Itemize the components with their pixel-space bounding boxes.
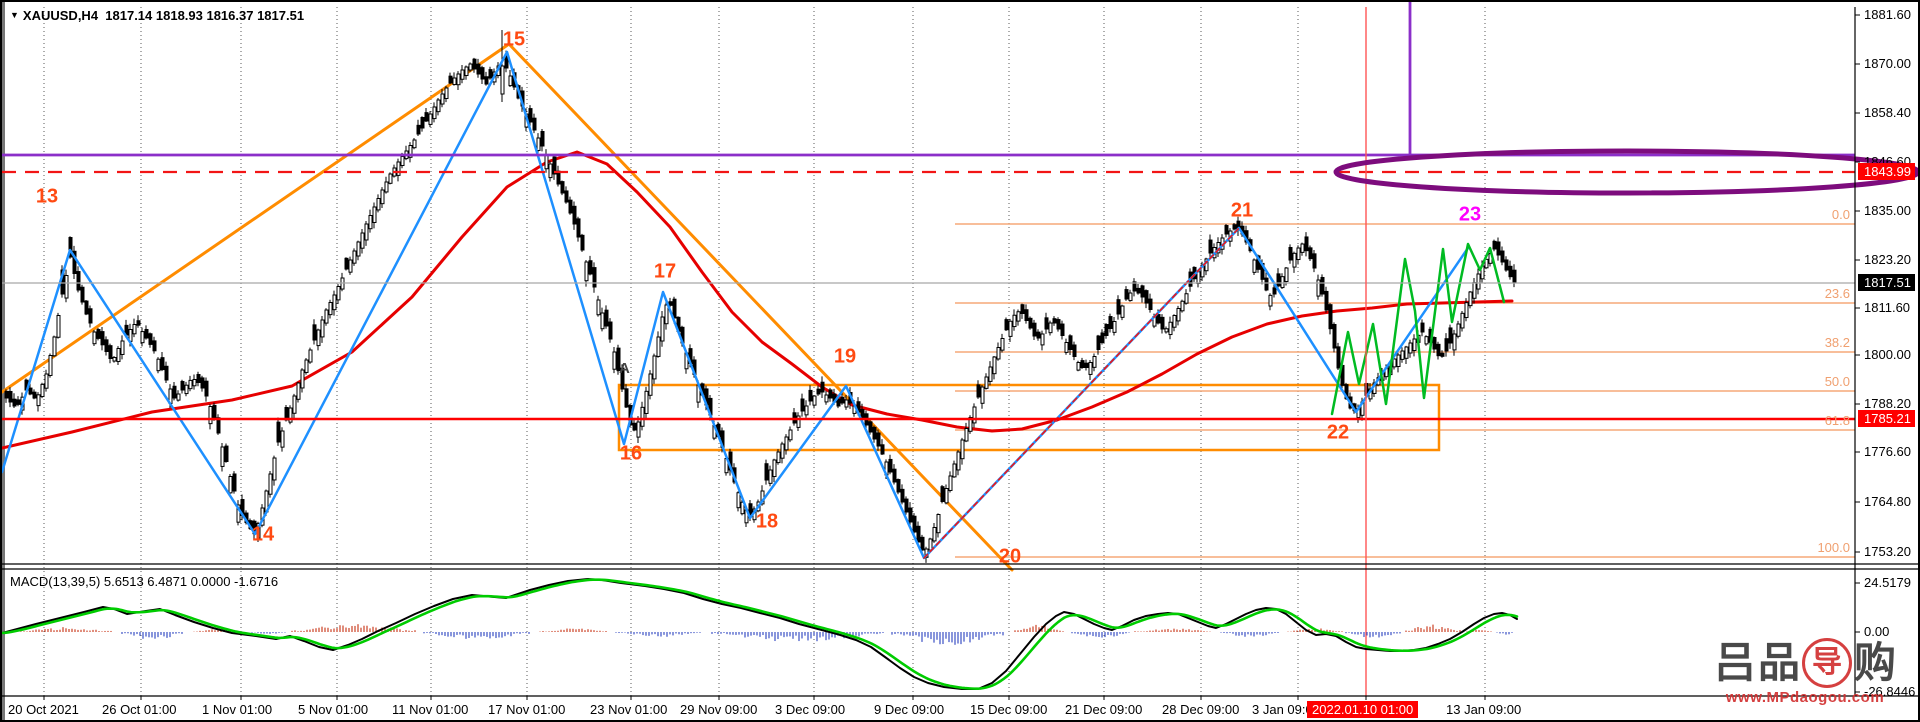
watermark-url: www.MPdaogou.com <box>1725 689 1885 706</box>
wave-label-13: 13 <box>35 185 59 208</box>
fib-level-label: 38.2 <box>1824 335 1850 350</box>
symbol-ohlc-header[interactable]: ▼ XAUUSD,H4 1817.14 1818.93 1816.37 1817.… <box>10 8 304 23</box>
macd-tick-label: -26.8446 <box>1864 684 1916 699</box>
window-left-border <box>2 2 5 720</box>
time-tick-label: 28 Dec 09:00 <box>1162 702 1240 717</box>
price-tick-label: 1881.60 <box>1864 7 1911 22</box>
annotation-label-a: A <box>619 360 630 377</box>
wave-label-17: 17 <box>653 260 677 283</box>
price-tick-label: 1870.00 <box>1864 56 1911 71</box>
time-tick-label: 11 Nov 01:00 <box>392 702 469 717</box>
time-tick-label: 5 Nov 01:00 <box>298 702 369 717</box>
price-tick-label: 1800.00 <box>1864 347 1911 362</box>
watermark-logo: 吕品导购 www.MPdaogou.com <box>1714 638 1896 706</box>
time-tick-label: 15 Dec 09:00 <box>970 702 1048 717</box>
time-tick-label: 17 Nov 01:00 <box>488 702 566 717</box>
wave-label-16: 16 <box>619 442 643 465</box>
wave-label-14: 14 <box>251 523 275 546</box>
price-tick-label: 1823.20 <box>1864 252 1911 267</box>
fib-level-label: 61.8 <box>1824 413 1850 428</box>
wave-label-22: 22 <box>1326 421 1350 444</box>
time-tick-label: 29 Nov 09:00 <box>680 702 758 717</box>
price-tick-label: 1764.80 <box>1864 494 1911 509</box>
wave-label-20: 20 <box>998 545 1022 568</box>
macd-tick-label: 0.00 <box>1864 624 1890 639</box>
time-tick-label: 20 Oct 2021 <box>8 702 79 717</box>
time-tick-label: 23 Nov 01:00 <box>590 702 668 717</box>
wave-label-18: 18 <box>755 510 779 533</box>
watermark-characters: 吕品导购 <box>1714 638 1896 688</box>
highlight-date-tag: 2022.01.10 01:00 <box>1307 701 1419 718</box>
support-price-tag: 1785.21 <box>1858 410 1915 427</box>
chevron-down-icon[interactable]: ▼ <box>10 10 19 20</box>
time-tick-label: 13 Jan 09:00 <box>1446 702 1522 717</box>
time-tick-label: 3 Dec 09:00 <box>775 702 846 717</box>
wave-label-21: 21 <box>1230 199 1254 222</box>
fib-level-label: 23.6 <box>1824 286 1850 301</box>
price-tick-label: 1858.40 <box>1864 105 1911 120</box>
watermark-char: 购 <box>1854 639 1897 686</box>
macd-indicator-label: MACD(13,39,5) 5.6513 6.4871 0.0000 -1.67… <box>10 574 279 589</box>
time-tick-label: 1 Nov 01:00 <box>202 702 273 717</box>
wave-label-23: 23 <box>1458 203 1482 226</box>
price-tick-label: 1753.20 <box>1864 544 1911 559</box>
fib-level-label: 50.0 <box>1824 374 1850 389</box>
fib-level-label: 0.0 <box>1831 207 1850 222</box>
wave-label-15: 15 <box>502 28 526 51</box>
symbol-ohlc-text: XAUUSD,H4 1817.14 1818.93 1816.37 1817.5… <box>22 8 305 23</box>
price-tick-label: 1811.60 <box>1864 300 1911 315</box>
price-tick-label: 1788.20 <box>1864 396 1911 411</box>
wave-label-19: 19 <box>833 345 857 368</box>
time-tick-label: 21 Dec 09:00 <box>1065 702 1143 717</box>
watermark-char: 导 <box>1802 638 1853 688</box>
current-price-tag: 1817.51 <box>1858 274 1915 291</box>
macd-tick-label: 24.5179 <box>1864 575 1911 590</box>
watermark-char: 品 <box>1758 639 1801 686</box>
resistance-price-tag: 1843.99 <box>1858 163 1915 180</box>
fib-level-label: 100.0 <box>1817 540 1850 555</box>
price-tick-label: 1776.60 <box>1864 444 1911 459</box>
watermark-char: 吕 <box>1714 639 1757 686</box>
time-tick-label: 26 Oct 01:00 <box>102 702 177 717</box>
time-tick-label: 3 Jan 09:00 <box>1252 702 1320 717</box>
time-tick-label: 9 Dec 09:00 <box>874 702 945 717</box>
price-tick-label: 1835.00 <box>1864 203 1911 218</box>
